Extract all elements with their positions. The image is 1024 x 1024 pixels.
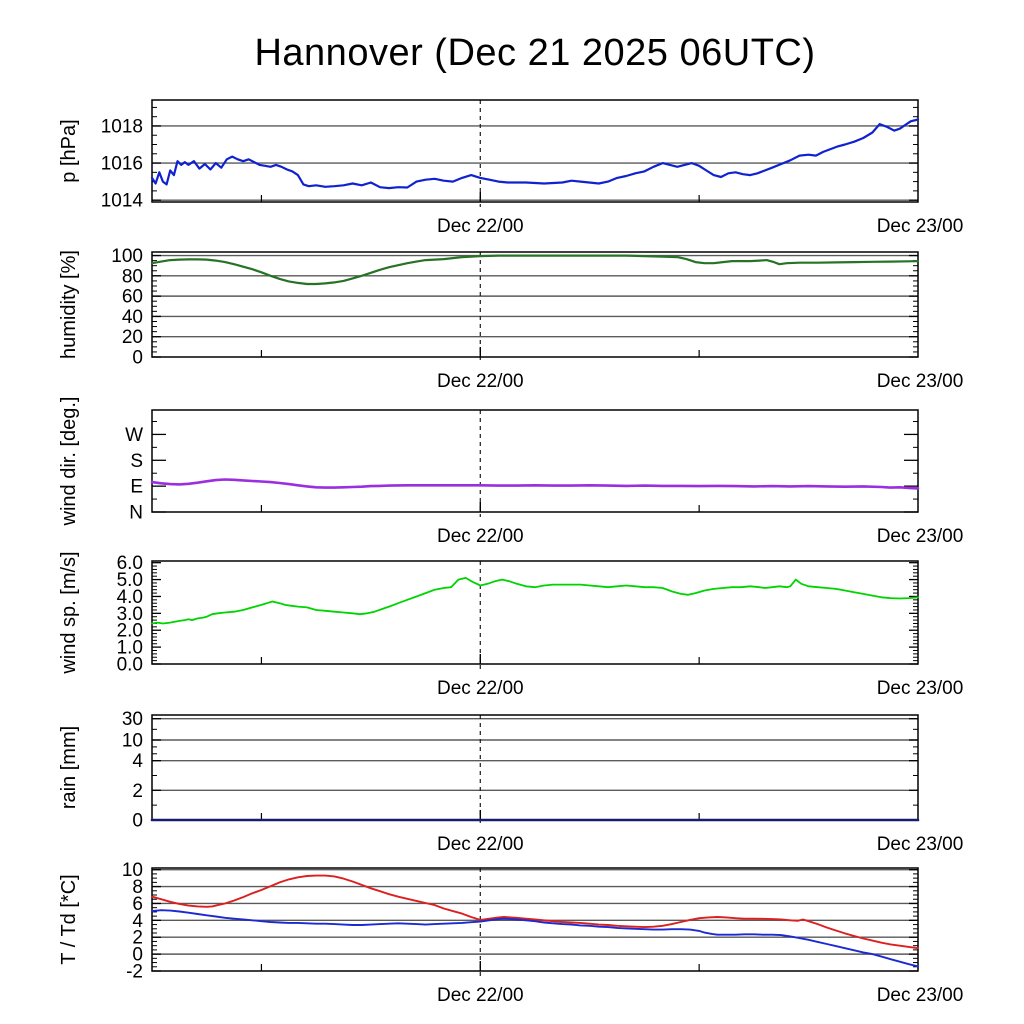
y-tick-label: 100 <box>111 246 143 267</box>
y-tick-label: 20 <box>122 327 143 348</box>
y-tick-label: -2 <box>126 962 143 983</box>
humidity-series-line <box>150 254 920 286</box>
y-tick-label: 4 <box>132 911 143 932</box>
x-tick-label: Dec 23/00 <box>877 678 964 699</box>
y-tick-label: 8 <box>132 877 143 898</box>
y-tick-label: 30 <box>122 709 143 730</box>
y-tick-label: S <box>130 451 143 472</box>
y-tick-label: 3.0 <box>117 604 143 625</box>
temperature-series-line <box>151 874 919 950</box>
y-axis-title: T / Td [*C] <box>58 874 80 964</box>
y-tick-label: 4 <box>132 751 143 772</box>
y-tick-label: 60 <box>122 287 143 308</box>
y-axis-title: wind dir. [deg.] <box>58 397 80 527</box>
x-tick-label: Dec 22/00 <box>437 371 524 392</box>
panel-frame <box>151 251 919 358</box>
y-tick-label: 2.0 <box>117 621 143 642</box>
y-tick-label: 80 <box>122 266 143 287</box>
panel-frame <box>151 409 919 513</box>
y-tick-label: W <box>125 425 143 446</box>
y-tick-label: 4.0 <box>117 587 143 608</box>
panel-frame <box>151 714 919 821</box>
wind-direction-series-line <box>150 478 920 490</box>
y-tick-label: 40 <box>122 307 143 328</box>
chart-title: Hannover (Dec 21 2025 06UTC) <box>254 32 816 74</box>
dewpoint-series-line <box>151 909 919 968</box>
y-tick-label: 0 <box>132 811 143 832</box>
y-axis-title: wind sp. [m/s] <box>58 551 80 674</box>
x-tick-label: Dec 22/00 <box>437 678 524 699</box>
x-tick-label: Dec 22/00 <box>437 526 524 547</box>
y-tick-label: 10 <box>122 730 143 751</box>
x-tick-label: Dec 23/00 <box>877 834 964 855</box>
x-tick-label: Dec 23/00 <box>877 216 964 237</box>
y-tick-label: 2 <box>132 781 143 802</box>
panel-frame <box>151 99 919 203</box>
y-tick-label: 1018 <box>101 116 143 137</box>
y-axis-title: rain [mm] <box>58 726 80 809</box>
panel-pressure: 1014 1016 1018 Dec 22/00 Dec 23/00 p [hPa] <box>58 99 964 237</box>
x-tick-label: Dec 23/00 <box>877 526 964 547</box>
y-tick-label: 0 <box>132 945 143 966</box>
x-tick-label: Dec 23/00 <box>877 371 964 392</box>
y-axis-title: p [hPa] <box>58 119 80 182</box>
pressure-series-line <box>150 118 920 190</box>
y-tick-label: 6.0 <box>117 553 143 574</box>
y-tick-label: 0.0 <box>117 655 143 676</box>
y-axis-title: humidity [%] <box>58 250 80 359</box>
y-tick-label: 0 <box>132 348 143 369</box>
x-tick-label: Dec 22/00 <box>437 216 524 237</box>
y-tick-label: 5.0 <box>117 570 143 591</box>
y-tick-label: 1.0 <box>117 638 143 659</box>
y-tick-label: 2 <box>132 928 143 949</box>
y-tick-label: 1016 <box>101 154 143 175</box>
y-tick-label: E <box>130 477 143 498</box>
y-tick-label: N <box>129 503 143 524</box>
y-tick-label: 6 <box>132 894 143 915</box>
x-tick-label: Dec 22/00 <box>437 834 524 855</box>
y-tick-label: 1014 <box>101 191 144 212</box>
panel-frame <box>151 867 919 972</box>
panel-frame <box>151 560 919 665</box>
panel-wind_speed: 0.01.02.03.04.05.06.0 Dec 22/00 Dec 23/00 w… <box>58 551 963 699</box>
x-tick-label: Dec 22/00 <box>437 985 524 1006</box>
wind-speed-series-line <box>151 577 919 625</box>
y-tick-label: 10 <box>122 860 143 881</box>
x-tick-label: Dec 23/00 <box>877 985 964 1006</box>
